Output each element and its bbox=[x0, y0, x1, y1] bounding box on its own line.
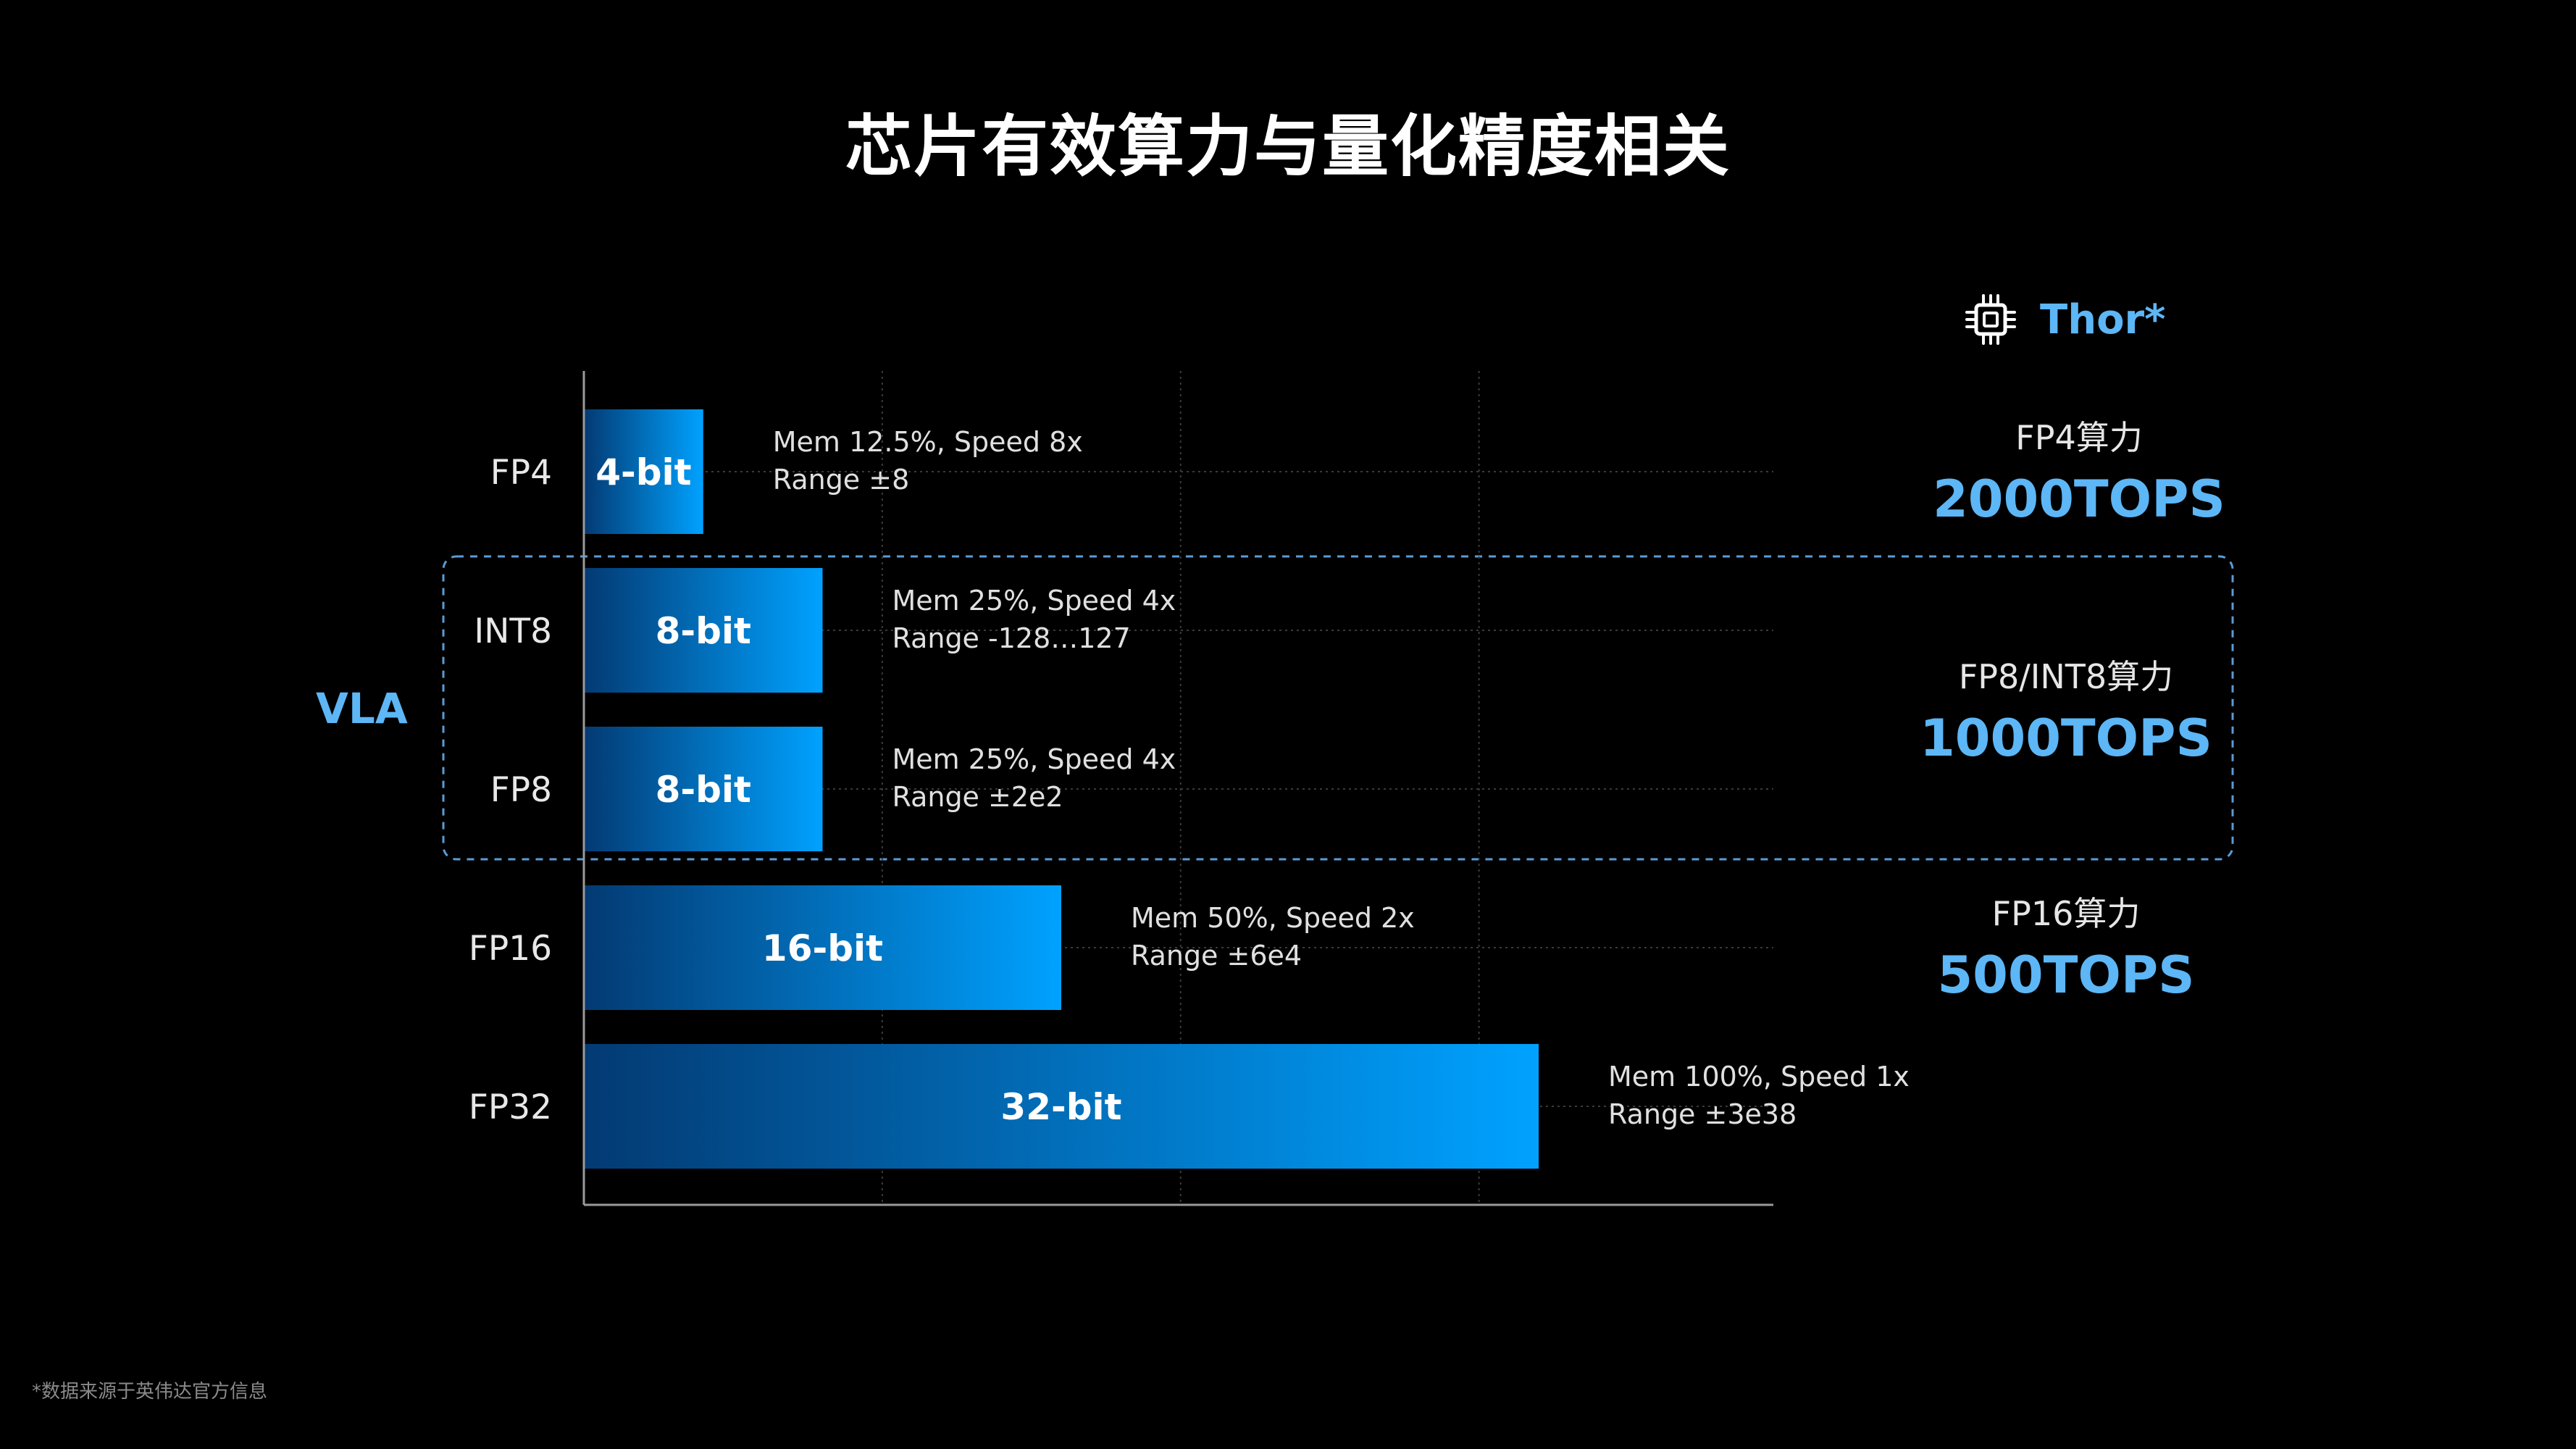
side-panel-label: FP4算力 bbox=[2015, 418, 2143, 457]
bar bbox=[584, 1044, 1539, 1169]
vla-group-frame bbox=[442, 555, 2234, 861]
bar bbox=[584, 727, 823, 851]
bar-annotation: Range ±3e38 bbox=[1608, 1098, 1797, 1130]
bar-label: 16-bit bbox=[762, 927, 883, 969]
side-panel-label: FP16算力 bbox=[1991, 894, 2141, 933]
category-label: FP32 bbox=[469, 1087, 552, 1127]
side-panel-label: FP8/INT8算力 bbox=[1958, 657, 2174, 696]
bar-label: 8-bit bbox=[656, 769, 751, 811]
group-label-vla: VLA bbox=[316, 684, 408, 733]
bar bbox=[584, 409, 703, 534]
bar-label: 8-bit bbox=[656, 610, 751, 652]
bar-annotation: Mem 25%, Speed 4x bbox=[892, 585, 1176, 617]
category-label: FP8 bbox=[490, 770, 552, 810]
footnote: *数据来源于英伟达官方信息 bbox=[32, 1381, 268, 1403]
bar bbox=[584, 568, 823, 693]
bar-label: 4-bit bbox=[595, 451, 691, 493]
thor-header: Thor* bbox=[1963, 290, 2165, 349]
bar-annotation: Range ±6e4 bbox=[1131, 940, 1302, 972]
bar-annotation: Range ±2e2 bbox=[892, 781, 1063, 813]
thor-label: Thor* bbox=[2040, 296, 2166, 343]
side-panel-value: 2000TOPS bbox=[1933, 469, 2225, 529]
side-panel-fp16: FP16算力 500TOPS bbox=[1878, 888, 2254, 1005]
bar-annotation: Range -128…127 bbox=[892, 622, 1131, 654]
side-panel-fp8-int8: FP8/INT8算力 1000TOPS bbox=[1878, 651, 2254, 768]
bar-annotation: Mem 50%, Speed 2x bbox=[1131, 902, 1415, 934]
page-title: 芯片有效算力与量化精度相关 bbox=[845, 108, 1731, 185]
bar-annotation: Range ±8 bbox=[773, 464, 910, 496]
side-panel-value: 1000TOPS bbox=[1920, 709, 2212, 768]
category-label: FP4 bbox=[490, 453, 552, 493]
category-label: INT8 bbox=[474, 611, 552, 651]
category-label: FP16 bbox=[469, 929, 552, 969]
bar-annotation: Mem 100%, Speed 1x bbox=[1608, 1061, 1910, 1093]
chip-icon bbox=[1965, 294, 2016, 345]
bar-annotation: Mem 25%, Speed 4x bbox=[892, 743, 1176, 775]
bar-annotation: Mem 12.5%, Speed 8x bbox=[773, 426, 1083, 458]
bar bbox=[584, 885, 1061, 1010]
bar-label: 32-bit bbox=[1000, 1086, 1121, 1128]
side-panel-value: 500TOPS bbox=[1937, 945, 2195, 1005]
side-panel-fp4: FP4算力 2000TOPS bbox=[1891, 412, 2267, 529]
